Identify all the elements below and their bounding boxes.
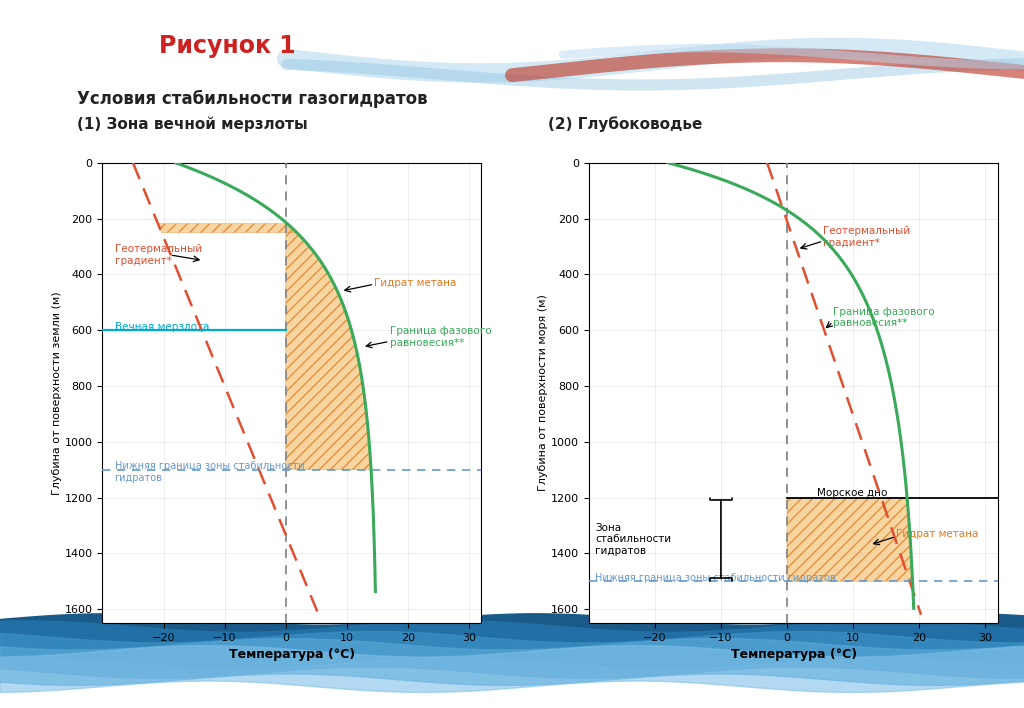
X-axis label: Температура (°C): Температура (°C)	[730, 649, 857, 661]
Text: Нижняя граница зоны стабильности гидратов: Нижняя граница зоны стабильности гидрато…	[595, 573, 836, 583]
Text: Зона
стабильности
гидратов: Зона стабильности гидратов	[595, 523, 672, 556]
Text: Граница фазового
равновесия**: Граница фазового равновесия**	[834, 307, 935, 329]
Text: (2) Глубоководье: (2) Глубоководье	[548, 116, 702, 132]
Text: Гидрат метана: Гидрат метана	[375, 278, 457, 287]
Text: Геотермальный
градиент*: Геотермальный градиент*	[823, 226, 910, 248]
Text: Морское дно: Морское дно	[817, 489, 887, 498]
Text: Гидрат метана: Гидрат метана	[896, 529, 978, 539]
X-axis label: Температура (°C): Температура (°C)	[228, 649, 355, 661]
Text: (1) Зона вечной мерзлоты: (1) Зона вечной мерзлоты	[77, 116, 307, 132]
Text: Нижняя граница зоны стабильности
гидратов: Нижняя граница зоны стабильности гидрато…	[115, 462, 304, 483]
Text: Геотермальный
градиент*: Геотермальный градиент*	[115, 244, 202, 266]
Y-axis label: Глубина от поверхности моря (м): Глубина от поверхности моря (м)	[539, 295, 548, 491]
Text: Условия стабильности газогидратов: Условия стабильности газогидратов	[77, 90, 427, 108]
Y-axis label: Глубина от поверхности земли (м): Глубина от поверхности земли (м)	[52, 291, 61, 495]
Text: Рисунок 1: Рисунок 1	[159, 34, 295, 58]
Text: Граница фазового
равновесия**: Граница фазового равновесия**	[389, 326, 492, 348]
Text: Вечная мерзлота: Вечная мерзлота	[115, 322, 209, 332]
